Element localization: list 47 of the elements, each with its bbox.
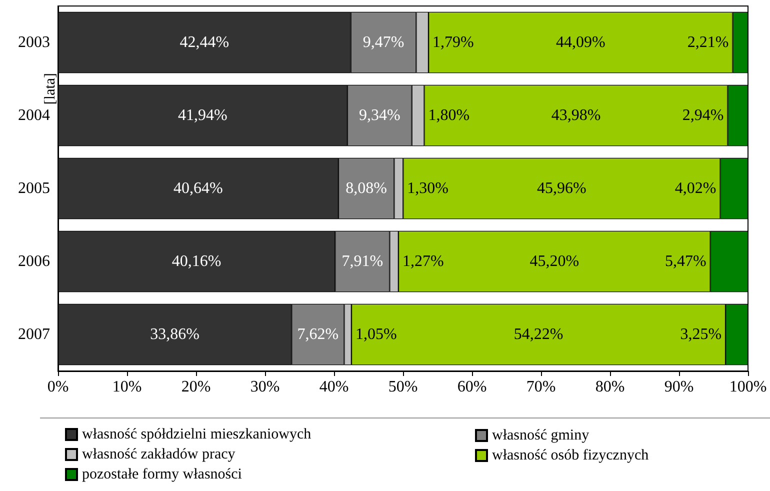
data-label: 7,62% [297, 326, 339, 343]
legend-label: pozostałe formy własności [82, 466, 242, 482]
data-label: 45,20% [530, 253, 580, 270]
legend-label: własność zakładów pracy [82, 446, 236, 462]
data-label: 33,86% [150, 326, 200, 343]
y-tick-label: 2004 [18, 107, 50, 124]
data-label: 8,08% [346, 180, 387, 197]
data-label: 9,47% [362, 34, 404, 51]
data-label: 5,47% [665, 253, 706, 270]
y-axis-title: [lata] [42, 72, 58, 105]
x-tick-label: 90% [664, 378, 694, 396]
data-label: 1,27% [402, 253, 444, 270]
x-tick-label: 80% [595, 378, 625, 396]
x-tick-label: 0% [47, 378, 69, 396]
data-label: 4,02% [674, 180, 716, 197]
data-label: 54,22% [514, 326, 564, 343]
data-label: 2,21% [687, 34, 729, 51]
data-label: 44,09% [556, 34, 606, 51]
data-label: 45,96% [537, 180, 586, 197]
data-label: 1,79% [432, 34, 474, 51]
data-label: 1,05% [355, 326, 397, 343]
legend-label: własność gminy [492, 428, 590, 444]
data-label: 2,94% [682, 107, 724, 124]
data-label: 41,94% [178, 107, 228, 124]
x-tick-label: 60% [457, 378, 487, 396]
data-label: 40,64% [174, 180, 223, 197]
data-label: 9,34% [358, 107, 400, 124]
x-tick-label: 100% [729, 378, 767, 396]
x-tick-label: 30% [250, 378, 280, 396]
data-label: 40,16% [172, 253, 222, 270]
x-tick-label: 70% [526, 378, 556, 396]
x-tick-label: 40% [319, 378, 349, 396]
data-label: 3,25% [680, 326, 722, 343]
x-tick-label: 50% [388, 378, 418, 396]
y-tick-label: 2006 [18, 253, 50, 270]
y-tick-label: 2005 [18, 180, 50, 197]
legend-label: własność spółdzielni mieszkaniowych [82, 426, 312, 442]
y-tick-label: 2003 [18, 34, 50, 51]
data-label: 1,80% [428, 107, 470, 124]
data-label: 7,91% [342, 253, 384, 270]
legend-label: własność osób fizycznych [492, 448, 650, 464]
data-label: 43,98% [551, 107, 601, 124]
x-tick-label: 20% [181, 378, 211, 396]
x-tick-label: 10% [112, 378, 142, 396]
data-label: 42,44% [180, 34, 230, 51]
data-label: 1,30% [407, 180, 448, 197]
y-tick-label: 2007 [18, 326, 50, 343]
